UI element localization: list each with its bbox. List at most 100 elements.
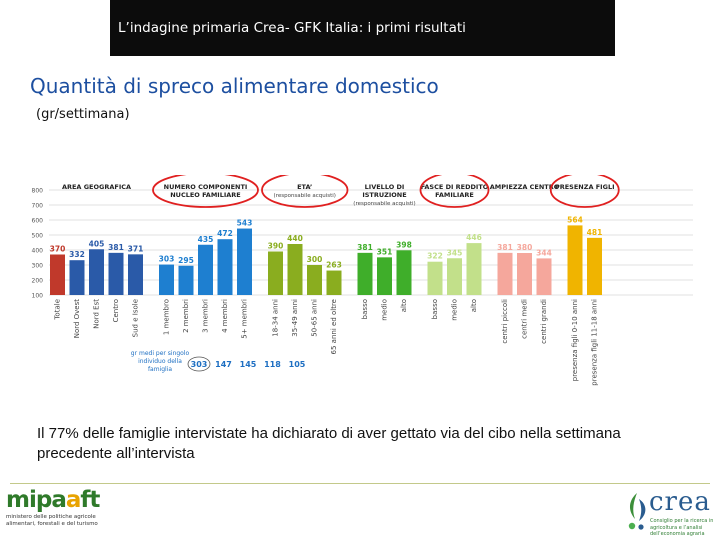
- bar-chart: 800 700 600 500 400 300 200 100 370 Totale 332 Nord…: [32, 175, 693, 386]
- bar: [517, 253, 532, 295]
- group-header: FASCE DI REDDITO: [421, 183, 489, 191]
- bar: [447, 258, 462, 295]
- per-capita-label: famiglia: [148, 366, 172, 373]
- category-label: 2 membri: [182, 299, 190, 333]
- category-label: 50-65 anni: [311, 299, 319, 337]
- per-capita-value: 105: [289, 360, 306, 369]
- header-title: L’indagine primaria Crea- GFK Italia: i …: [118, 20, 466, 36]
- bar: [466, 243, 482, 295]
- per-capita-value: 145: [240, 360, 257, 369]
- y-tick-label: 800: [32, 188, 44, 195]
- category-label: medio: [381, 299, 389, 321]
- page-title: Quantità di spreco alimentare domestico: [30, 74, 439, 98]
- per-capita-value: 118: [264, 360, 281, 369]
- group-header: LIVELLO DI: [365, 183, 405, 191]
- bar-value-label: 380: [517, 243, 533, 252]
- y-tick-label: 200: [32, 278, 44, 285]
- bar-value-label: 370: [50, 245, 66, 254]
- group-header: AMPIEZZA CENTRO: [490, 183, 560, 191]
- bar-value-label: 472: [217, 229, 233, 238]
- bar: [198, 244, 213, 295]
- mipaaft-subtitle-2: alimentari, forestali e del turismo: [6, 521, 98, 527]
- per-capita-value: 303: [191, 360, 208, 369]
- category-label: medio: [451, 299, 459, 321]
- crea-logo: crea Consiglio per la ricerca in agricol…: [622, 487, 718, 537]
- bar: [50, 254, 65, 295]
- group-header: FAMILIARE: [435, 191, 474, 199]
- bar: [536, 258, 552, 295]
- category-label: Sud e Isole: [132, 299, 140, 337]
- mipaaft-wordmark: mipaaft: [6, 487, 100, 513]
- crea-subtitle: Consiglio per la ricerca in agricoltura …: [650, 518, 714, 537]
- bar: [497, 252, 513, 295]
- y-tick-label: 700: [32, 203, 44, 210]
- highlight-circle: [419, 175, 490, 208]
- footer-divider: [10, 483, 710, 484]
- bar-value-label: 371: [128, 244, 144, 253]
- bar-value-label: 381: [357, 243, 373, 252]
- per-capita-label: gr medi per singolo: [131, 350, 190, 357]
- bar-value-label: 440: [287, 234, 303, 243]
- category-label: Totale: [54, 299, 62, 321]
- bar: [587, 237, 602, 295]
- bar-value-label: 446: [466, 233, 482, 242]
- category-label: basso: [361, 299, 369, 319]
- mipaaft-logo: mipaaft ministero delle politiche agrico…: [6, 488, 106, 538]
- group-header: ETA’: [297, 183, 312, 191]
- bar: [427, 261, 443, 295]
- group-header: PRESENZA FIGLI: [555, 183, 615, 191]
- category-label: 35-49 anni: [291, 299, 299, 337]
- group-header: ISTRUZIONE: [362, 191, 406, 199]
- highlight-circle: [261, 175, 349, 208]
- category-label: 4 membri: [221, 299, 229, 333]
- caption-text: Il 77% delle famiglie intervistate ha di…: [37, 425, 621, 462]
- bar: [108, 252, 124, 295]
- group-header: NUCLEO FAMILIARE: [170, 191, 241, 199]
- bar: [377, 257, 392, 295]
- bar-value-label: 351: [377, 247, 393, 256]
- bar: [237, 228, 252, 295]
- per-capita-label: individuo della: [138, 358, 182, 365]
- bar: [268, 251, 283, 295]
- bar: [178, 265, 194, 295]
- mipaaft-subtitle-1: ministero delle politiche agricole: [6, 514, 96, 520]
- category-label: basso: [431, 299, 439, 319]
- category-label: presenza figli 11-18 anni: [591, 299, 599, 386]
- group-subheader: (responsabile acquisti): [353, 201, 415, 207]
- bar: [326, 270, 342, 295]
- y-tick-label: 100: [32, 293, 44, 300]
- category-label: 5+ membri: [241, 299, 249, 339]
- category-label: centri grandi: [540, 299, 548, 344]
- per-capita-circle: [187, 356, 211, 372]
- bar: [307, 265, 322, 295]
- bar-value-label: 300: [307, 255, 323, 264]
- category-label: 3 membri: [202, 299, 210, 333]
- bar: [217, 239, 233, 295]
- bar-value-label: 303: [159, 255, 175, 264]
- bar-value-label: 263: [326, 261, 342, 270]
- group-header: NUMERO COMPONENTI: [164, 183, 248, 191]
- y-tick-label: 300: [32, 263, 44, 270]
- category-label: 18-34 anni: [272, 299, 280, 337]
- bar: [159, 264, 174, 295]
- bar: [69, 260, 85, 295]
- category-label: Nord Est: [93, 299, 101, 329]
- category-label: 65 anni ed oltre: [330, 299, 338, 354]
- bar: [287, 244, 303, 295]
- category-label: 1 membro: [163, 299, 171, 335]
- category-label: Nord Ovest: [73, 299, 81, 339]
- slide-header: L’indagine primaria Crea- GFK Italia: i …: [110, 0, 615, 56]
- bar-value-label: 390: [268, 242, 284, 251]
- group-header: AREA GEOGRAFICA: [62, 183, 131, 191]
- bar-value-label: 398: [396, 240, 412, 249]
- group-subheader: (responsabile acquisti): [274, 193, 336, 199]
- y-tick-label: 500: [32, 233, 44, 240]
- category-label: alto: [400, 299, 408, 312]
- bar-value-label: 405: [89, 239, 105, 248]
- bar: [567, 225, 583, 295]
- crea-wordmark: crea: [649, 487, 711, 517]
- bar-value-label: 381: [108, 243, 124, 252]
- bar: [89, 249, 104, 295]
- bar: [396, 250, 412, 295]
- bar-value-label: 332: [69, 250, 85, 259]
